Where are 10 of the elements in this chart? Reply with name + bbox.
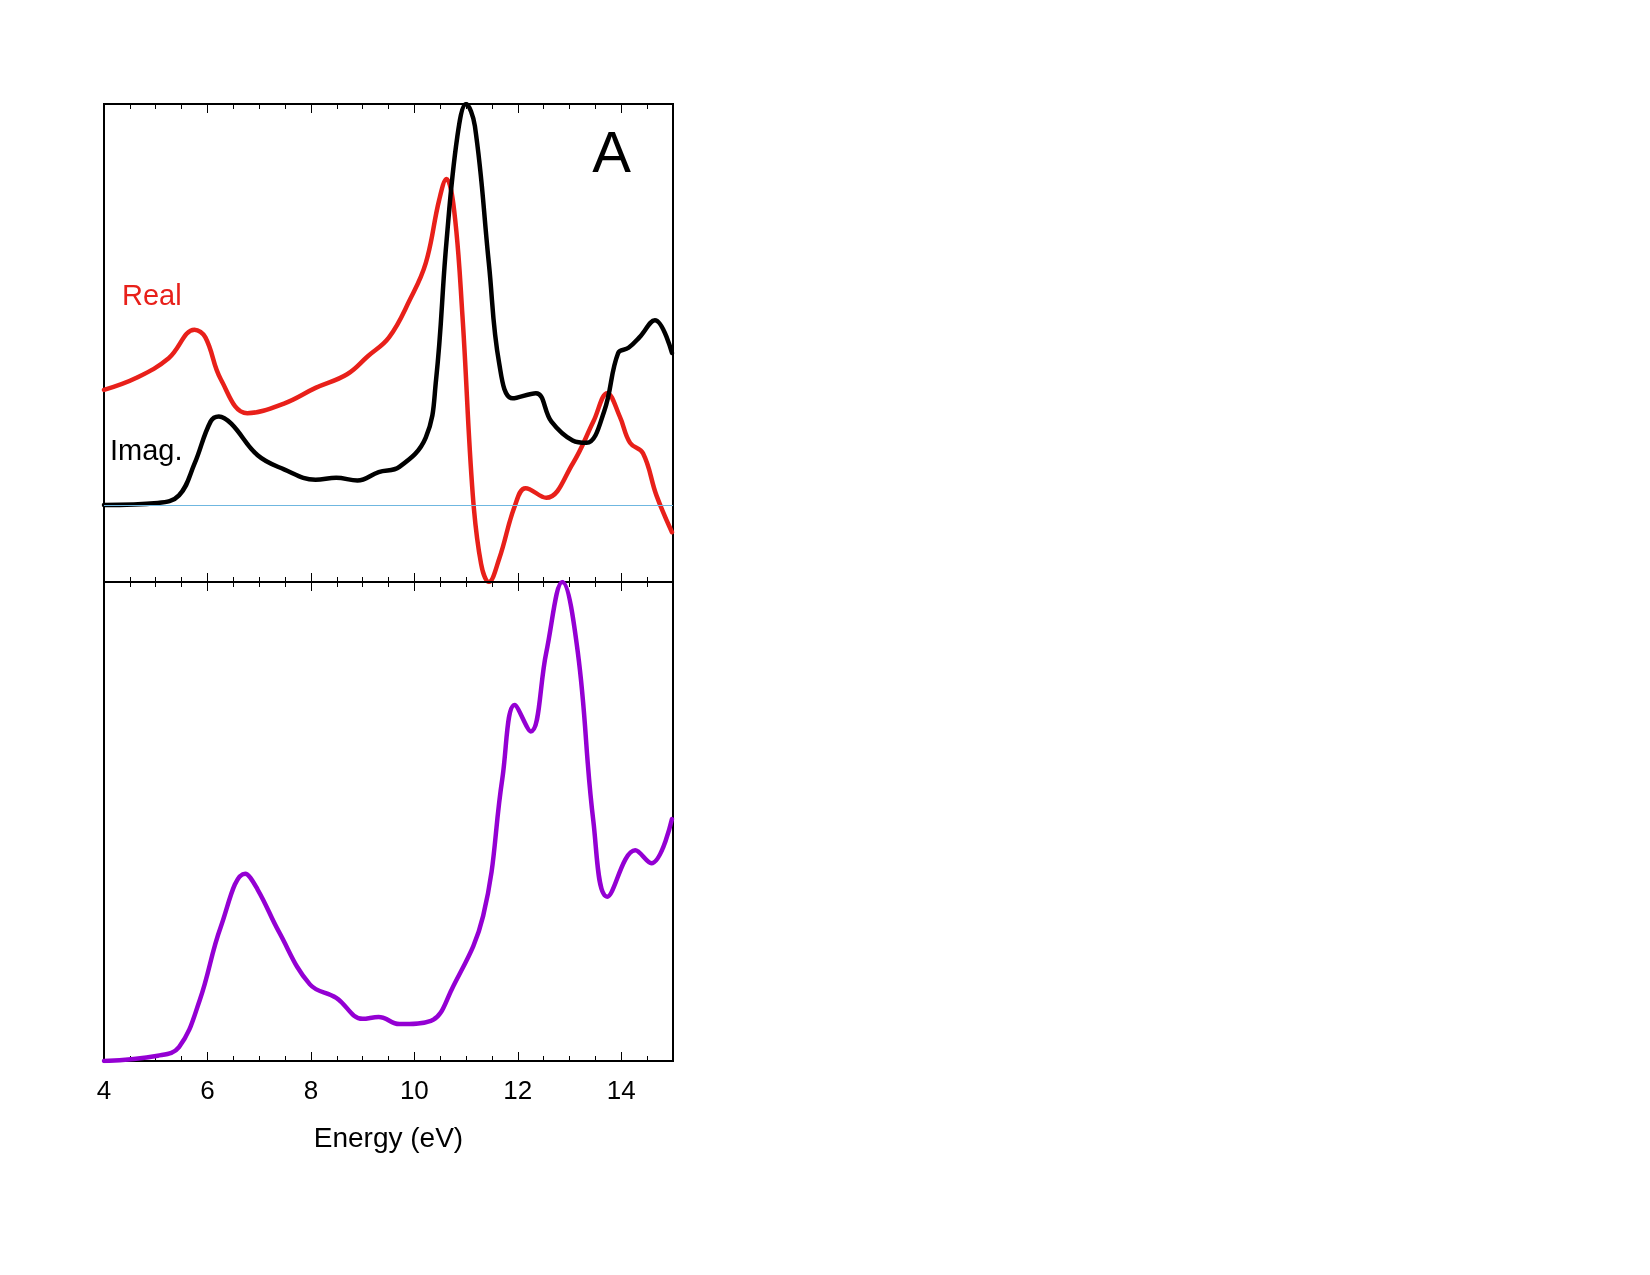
series-label: Imag.	[110, 434, 183, 467]
x-tick-label: 4	[96, 1075, 112, 1105]
x-tick-label: 12	[503, 1075, 533, 1105]
x-tick-label: 8	[303, 1075, 319, 1105]
x-axis-title: Energy (eV)	[313, 1121, 464, 1153]
x-tick-label: 10	[399, 1075, 429, 1105]
x-tick-label: 14	[606, 1075, 636, 1105]
annotation: A	[592, 118, 632, 184]
x-tick-label: 6	[200, 1075, 215, 1105]
series-label: Real	[122, 278, 182, 311]
